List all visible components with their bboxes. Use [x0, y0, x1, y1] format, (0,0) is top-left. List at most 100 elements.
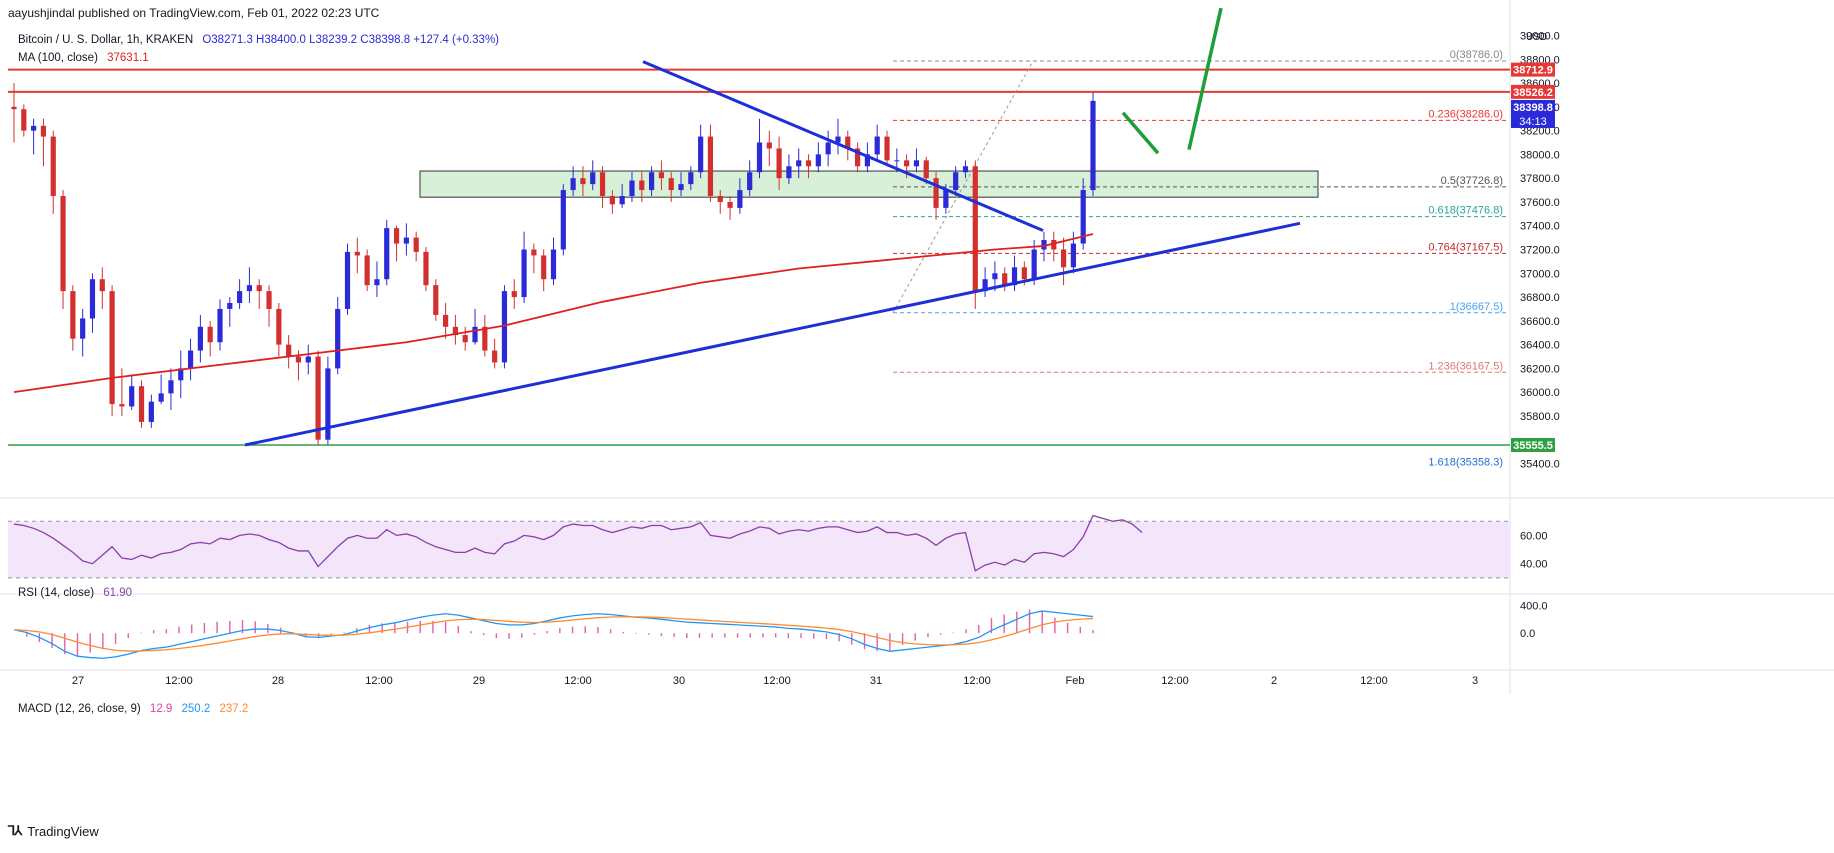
- candle-body: [187, 350, 194, 369]
- candle-body: [295, 356, 302, 363]
- fib-diagonal: [892, 60, 1034, 314]
- descending-trendline: [642, 60, 1044, 232]
- candle-body: [747, 172, 753, 191]
- candle-body: [11, 106, 17, 110]
- candle-body: [129, 386, 135, 407]
- price-tick-label: 37600.0: [1520, 197, 1560, 209]
- candle-body: [99, 279, 105, 292]
- price-tick-label: 37200.0: [1520, 245, 1560, 257]
- tradingview-footer[interactable]: ⅂⅄ TradingView: [8, 823, 99, 839]
- candle-body: [805, 160, 812, 167]
- candle-body: [1041, 239, 1047, 250]
- fib-level-label: 0.618(37476.8): [1428, 205, 1503, 217]
- candle-body: [619, 196, 625, 205]
- candle-body: [50, 136, 56, 196]
- candle-body: [354, 251, 360, 256]
- candle-body: [31, 125, 37, 131]
- candle-body: [452, 326, 459, 336]
- candle-body: [590, 172, 596, 185]
- price-tag-countdown: 34:13: [1519, 116, 1547, 128]
- candle-body: [521, 249, 527, 298]
- symbol-name[interactable]: Bitcoin / U. S. Dollar, 1h, KRAKEN: [18, 34, 194, 46]
- fib-level-label: 0(38786.0): [1450, 49, 1503, 61]
- price-tick-label: 37000.0: [1520, 268, 1560, 280]
- fib-level-label: 0.236(38286.0): [1428, 108, 1503, 120]
- candle-body: [207, 326, 213, 343]
- time-tick-label: 12:00: [1161, 675, 1189, 687]
- candle-body: [109, 291, 115, 405]
- candle-body: [825, 142, 831, 155]
- candle-body: [364, 255, 370, 286]
- candle-body: [550, 249, 557, 280]
- candle-body: [737, 190, 743, 208]
- time-tick-label: 12:00: [1360, 675, 1388, 687]
- candle-body: [531, 249, 537, 256]
- candle-body: [1031, 249, 1037, 280]
- candle-body: [854, 148, 861, 167]
- candle-body: [982, 279, 988, 292]
- candle-body: [462, 335, 468, 343]
- candle-body: [80, 318, 86, 339]
- candle-body: [1051, 239, 1057, 250]
- time-tick-label: 12:00: [763, 675, 791, 687]
- rsi-tick-label: 40.00: [1520, 559, 1548, 571]
- rsi-value: 61.90: [103, 587, 133, 599]
- candle-body: [138, 386, 145, 422]
- candle-body: [609, 196, 615, 205]
- candle-body: [972, 166, 978, 292]
- candle-body: [923, 160, 929, 179]
- price-tick-label: 39000.0: [1520, 31, 1560, 43]
- macd-signal-value: 250.2: [181, 703, 211, 715]
- candle-body: [393, 228, 400, 244]
- price-tag: [1511, 438, 1555, 453]
- candle-body: [864, 154, 870, 167]
- candle-body: [786, 166, 792, 179]
- candle-body: [943, 190, 949, 208]
- candle-body: [648, 172, 655, 191]
- price-tick-label: 36400.0: [1520, 340, 1560, 352]
- macd-label[interactable]: MACD (12, 26, close, 9): [18, 703, 141, 715]
- candle-body: [40, 125, 47, 137]
- candle-body: [835, 136, 841, 143]
- candle-body: [413, 237, 419, 252]
- time-tick-label: 12:00: [165, 675, 193, 687]
- candle-body: [227, 303, 233, 309]
- candle-body: [423, 251, 429, 286]
- candle-body: [639, 180, 645, 191]
- candle-body: [433, 285, 439, 315]
- ma-legend: MA (100, close) 37631.1: [18, 52, 155, 64]
- candle-body: [962, 166, 969, 173]
- currency-label: USD: [1526, 32, 1547, 43]
- candle-body: [688, 172, 694, 185]
- candle-body: [315, 356, 321, 440]
- macd-value: 12.9: [149, 703, 173, 715]
- tradingview-brand: TradingView: [27, 823, 99, 839]
- price-tag-label: 38712.9: [1513, 65, 1553, 77]
- candle-body: [256, 285, 262, 292]
- time-tick-label: Feb: [1066, 675, 1085, 687]
- candle-body: [21, 109, 27, 131]
- ma-label[interactable]: MA (100, close): [18, 52, 98, 64]
- candle-body: [698, 136, 704, 173]
- candle-body: [1060, 249, 1067, 268]
- candle-body: [443, 314, 449, 327]
- candle-body: [286, 344, 292, 357]
- rsi-label[interactable]: RSI (14, close): [18, 587, 95, 599]
- fib-level-label: 1.618(35358.3): [1428, 456, 1503, 468]
- candle-body: [168, 380, 174, 394]
- time-tick-label: 31: [870, 675, 882, 687]
- candle-body: [60, 196, 66, 292]
- time-tick-label: 27: [72, 675, 84, 687]
- support-zone: [419, 170, 1319, 198]
- price-tick-label: 35800.0: [1520, 411, 1560, 423]
- price-tick-label: 37400.0: [1520, 221, 1560, 233]
- candle-body: [266, 291, 272, 309]
- candle-body: [197, 326, 203, 351]
- candle-body: [845, 136, 851, 149]
- price-tick-label: 38200.0: [1520, 126, 1560, 138]
- ohlc-values: O38271.3 H38400.0 L38239.2 C38398.8 +127…: [202, 34, 500, 46]
- candle-body: [1070, 243, 1076, 268]
- candle-body: [717, 196, 723, 202]
